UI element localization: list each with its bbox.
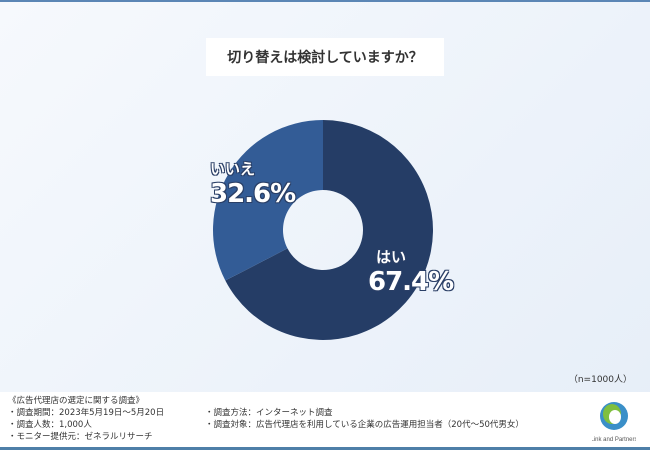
- label-yes: はい 67.4%: [368, 246, 454, 297]
- svg-text:Link and Partners: Link and Partners: [592, 437, 636, 443]
- survey-count: ・調査人数：1,000人: [8, 420, 92, 430]
- survey-provider: ・モニター提供元：ゼネラルリサーチ: [8, 432, 153, 442]
- top-border: [0, 0, 650, 2]
- slice-no: [213, 120, 323, 281]
- value-label-yes: 67.4%: [368, 267, 454, 297]
- survey-method: ・調査方法：インターネット調査: [205, 408, 333, 418]
- category-label-no: いいえ: [210, 160, 256, 178]
- footer: [0, 392, 650, 447]
- sample-size: （n=1000人）: [568, 375, 632, 385]
- chart-title: 切り替えは検討していますか？: [206, 38, 444, 76]
- company-logo: Link and Partners: [590, 398, 638, 444]
- survey-target: ・調査対象：広告代理店を利用している企業の広告運用担当者（20代～50代男女）: [205, 420, 524, 430]
- bottom-border: [0, 447, 650, 450]
- survey-period: ・調査期間：2023年5月19日～5月20日: [8, 408, 165, 418]
- slice-yes: [225, 120, 433, 340]
- category-label-yes: はい: [376, 248, 407, 266]
- survey-heading: 《広告代理店の選定に関する調査》: [8, 396, 145, 406]
- label-no: いいえ 32.6%: [210, 158, 296, 209]
- value-label-no: 32.6%: [210, 179, 296, 209]
